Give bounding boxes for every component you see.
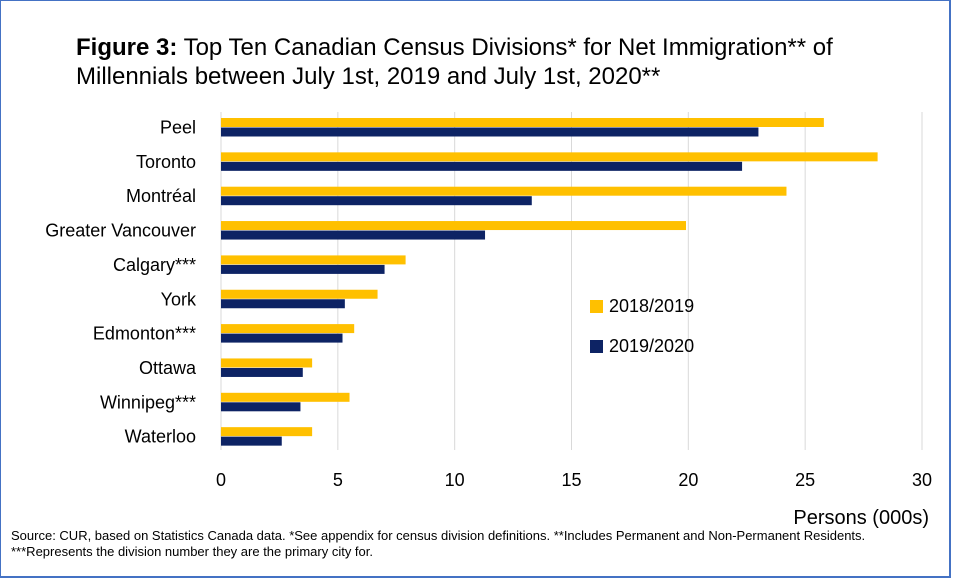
legend-label: 2019/2020 <box>609 336 694 356</box>
bar-2018-2019 <box>221 324 355 334</box>
x-axis-label: Persons (000s) <box>793 507 929 529</box>
source-note: Source: CUR, based on Statistics Canada … <box>11 528 866 559</box>
bar-2018-2019 <box>221 186 787 196</box>
chart-title: Figure 3: Top Ten Canadian Census Divisi… <box>76 33 936 91</box>
category-label: York <box>161 289 197 309</box>
category-label: Peel <box>160 118 196 138</box>
category-label: Calgary*** <box>113 255 196 275</box>
bar-2019-2020 <box>221 436 282 446</box>
bar-2019-2020 <box>221 367 303 377</box>
bar-2018-2019 <box>221 427 313 437</box>
bar-2018-2019 <box>221 289 378 299</box>
x-tick-label: 30 <box>912 470 932 490</box>
legend-label: 2018/2019 <box>609 296 694 316</box>
x-tick-label: 5 <box>333 470 343 490</box>
title-text: Top Ten Canadian Census Divisions* for N… <box>76 34 833 90</box>
bar-2019-2020 <box>221 127 759 137</box>
figure-label: Figure 3: <box>76 34 178 61</box>
category-label: Greater Vancouver <box>45 221 196 241</box>
bar-2018-2019 <box>221 392 350 402</box>
category-label: Ottawa <box>139 358 197 378</box>
x-tick-label: 15 <box>561 470 581 490</box>
x-tick-label: 25 <box>795 470 815 490</box>
bar-2019-2020 <box>221 264 385 274</box>
bar-2019-2020 <box>221 299 345 309</box>
category-label: Edmonton*** <box>93 324 196 344</box>
bar-2018-2019 <box>221 118 824 127</box>
bar-2018-2019 <box>221 255 406 265</box>
bar-2018-2019 <box>221 152 878 162</box>
bar-2019-2020 <box>221 402 301 412</box>
legend-swatch <box>590 300 603 313</box>
bar-2018-2019 <box>221 358 313 368</box>
category-label: Montréal <box>126 186 196 206</box>
x-tick-label: 10 <box>445 470 465 490</box>
bar-2019-2020 <box>221 196 532 206</box>
bar-2019-2020 <box>221 230 486 240</box>
x-tick-label: 0 <box>216 470 226 490</box>
bar-2018-2019 <box>221 221 686 231</box>
legend-swatch <box>590 340 603 353</box>
x-tick-label: 20 <box>678 470 698 490</box>
category-label: Waterloo <box>125 427 196 447</box>
bar-2019-2020 <box>221 161 743 171</box>
category-label: Toronto <box>136 152 196 172</box>
category-label: Winnipeg*** <box>100 392 196 412</box>
bar-2019-2020 <box>221 333 343 343</box>
